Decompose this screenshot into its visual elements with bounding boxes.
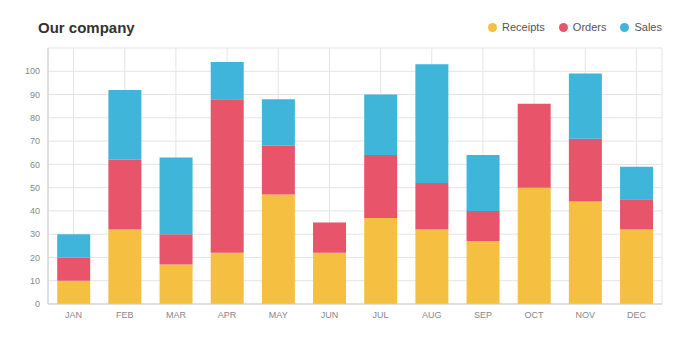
svg-text:APR: APR [218,310,237,320]
svg-text:10: 10 [30,276,40,286]
svg-text:80: 80 [30,113,40,123]
svg-text:OCT: OCT [525,310,545,320]
svg-text:MAR: MAR [166,310,187,320]
svg-text:30: 30 [30,229,40,239]
svg-text:AUG: AUG [422,310,442,320]
svg-text:90: 90 [30,90,40,100]
svg-text:DEC: DEC [627,310,647,320]
html-text:Sales: Sales [634,21,662,33]
svg-text:60: 60 [30,160,40,170]
svg-text:100: 100 [25,66,40,76]
svg-text:JUL: JUL [373,310,389,320]
svg-text:0: 0 [35,299,40,309]
html-text:Our company: Our company [38,18,135,36]
svg-text:FEB: FEB [116,310,134,320]
svg-text:SEP: SEP [474,310,492,320]
svg-text:JUN: JUN [321,310,339,320]
svg-text:40: 40 [30,206,40,216]
svg-text:20: 20 [30,253,40,263]
html-text:Receipts: Receipts [502,21,545,33]
svg-text:NOV: NOV [575,310,595,320]
svg-text:JAN: JAN [65,310,82,320]
svg-text:70: 70 [30,136,40,146]
html-text:Orders: Orders [572,21,607,33]
svg-text:50: 50 [30,183,40,193]
svg-text:MAY: MAY [269,310,288,320]
